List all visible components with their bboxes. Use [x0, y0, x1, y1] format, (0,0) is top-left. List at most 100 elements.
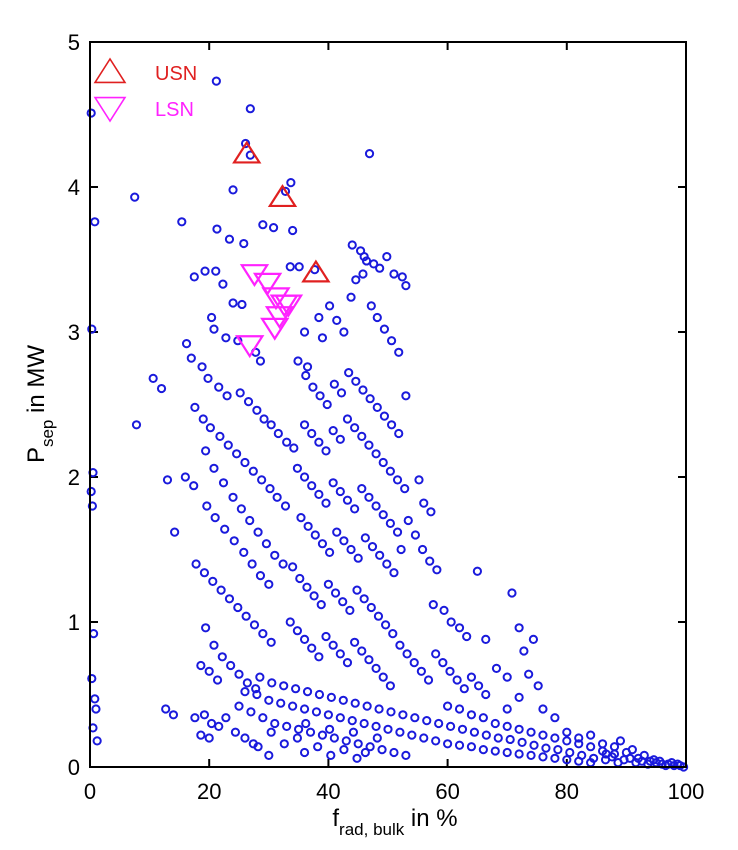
data-point-bulk-13: [131, 420, 142, 430]
data-point-bulk-35: [285, 262, 295, 272]
data-point-bulk-183: [299, 472, 310, 482]
data-point-bulk-233: [330, 588, 341, 598]
data-point-bulk-0: [86, 108, 96, 118]
data-point-bulk-327: [419, 733, 429, 743]
data-point-bulk-132: [332, 315, 342, 325]
data-point-bulk-31: [239, 238, 249, 249]
data-point-bulk-315: [291, 684, 301, 694]
data-point-bulk-334: [502, 747, 512, 758]
axis-ticks: 0 20 40 60 80 100 0 1 2 3 4 5: [68, 30, 705, 804]
data-point-bulk-64: [282, 437, 292, 447]
data-point-bulk-362: [502, 721, 512, 732]
data-point-bulk-414: [324, 724, 335, 734]
data-point-bulk-122: [196, 730, 206, 740]
data-point-bulk-401: [601, 749, 611, 759]
data-point-bulk-281: [550, 713, 560, 723]
data-point-bulk-333: [490, 746, 500, 756]
data-point-bulk-261: [423, 675, 434, 685]
data-point-bulk-329: [443, 739, 453, 749]
y-axis-label: Psep in MW: [23, 345, 57, 463]
data-point-bulk-270: [491, 663, 502, 674]
data-point-bulk-305: [329, 733, 339, 743]
data-point-bulk-286: [288, 701, 298, 711]
data-point-bulk-267: [466, 672, 477, 682]
data-point-bulk-408: [339, 745, 349, 755]
data-point-bulk-283: [252, 689, 262, 700]
data-point-bulk-326: [422, 716, 432, 726]
data-point-bulk-252: [357, 646, 367, 656]
data-point-bulk-20: [211, 76, 221, 86]
data-point-bulk-151: [401, 281, 411, 291]
data-point-bulk-347: [493, 733, 503, 743]
data-point-bulk-225: [472, 566, 482, 576]
data-point-bulk-243: [292, 626, 303, 636]
data-point-bulk-21: [245, 104, 255, 114]
data-point-bulk-89: [189, 481, 199, 491]
data-point-bulk-159: [351, 376, 361, 386]
data-point-bulk-82: [236, 504, 246, 514]
x-axis-label: frad, bulk in %: [332, 805, 457, 839]
y-axis-label-main: P: [23, 447, 50, 463]
data-point-bulk-214: [417, 544, 428, 555]
data-point-bulk-348: [505, 734, 515, 745]
data-point-bulk-61: [259, 414, 269, 424]
data-point-bulk-158: [344, 368, 354, 378]
data-point-bulk-187: [328, 478, 338, 488]
data-point-bulk-257: [395, 640, 405, 650]
data-point-lsn-0: [239, 264, 270, 288]
data-point-bulk-407: [326, 750, 336, 761]
data-point-lsn-5: [264, 306, 295, 330]
data-point-bulk-162: [372, 402, 382, 412]
data-point-bulk-316: [302, 687, 313, 697]
data-point-bulk-65: [289, 443, 299, 453]
data-points: [86, 76, 689, 772]
y-tick-label-1: 1: [68, 610, 80, 635]
data-point-bulk-244: [299, 634, 310, 645]
data-point-bulk-300: [270, 718, 280, 729]
data-point-bulk-143: [347, 240, 357, 250]
data-point-bulk-271: [502, 672, 512, 682]
data-point-bulk-147: [372, 312, 382, 323]
data-point-bulk-29: [212, 224, 222, 234]
data-point-bulk-176: [364, 440, 374, 450]
data-point-bulk-276: [524, 669, 534, 679]
data-point-bulk-377: [615, 736, 626, 746]
data-point-bulk-67: [198, 414, 208, 424]
legend-marker-usn: [93, 57, 127, 84]
x-tick-label-20: 20: [197, 779, 221, 804]
data-point-bulk-85: [261, 539, 272, 549]
data-point-bulk-415: [348, 727, 359, 737]
data-point-lsn-2: [261, 287, 291, 311]
data-point-bulk-72: [240, 457, 250, 468]
data-point-bulk-118: [190, 713, 200, 723]
data-point-bulk-321: [362, 701, 372, 711]
data-point-bulk-40: [211, 266, 221, 276]
x-tick-label-60: 60: [435, 779, 459, 804]
data-point-bulk-184: [307, 481, 317, 491]
data-point-bulk-279: [514, 692, 524, 703]
data-point-bulk-78: [201, 446, 211, 456]
data-point-bulk-174: [350, 423, 360, 433]
data-point-bulk-102: [224, 594, 235, 604]
data-point-bulk-135: [351, 275, 361, 285]
data-point-bulk-99: [199, 568, 210, 578]
data-point-bulk-298: [246, 707, 256, 717]
data-point-bulk-95: [247, 559, 257, 569]
data-point-usn-1: [267, 184, 298, 208]
data-point-bulk-170: [321, 446, 331, 456]
data-point-bulk-230: [309, 591, 319, 601]
data-point-bulk-250: [342, 658, 353, 668]
data-point-usn-2: [301, 259, 331, 283]
data-point-bulk-87: [278, 559, 288, 569]
data-point-bulk-320: [350, 698, 360, 708]
data-point-bulk-14: [148, 373, 158, 383]
data-point-bulk-204: [346, 544, 356, 555]
data-point-bulk-349: [517, 737, 527, 747]
data-point-bulk-344: [457, 724, 468, 734]
data-point-bulk-302: [294, 724, 304, 734]
data-point-bulk-139: [375, 263, 385, 273]
data-point-bulk-59: [243, 397, 254, 407]
data-point-bulk-192: [364, 492, 374, 502]
data-point-bulk-308: [365, 742, 375, 752]
